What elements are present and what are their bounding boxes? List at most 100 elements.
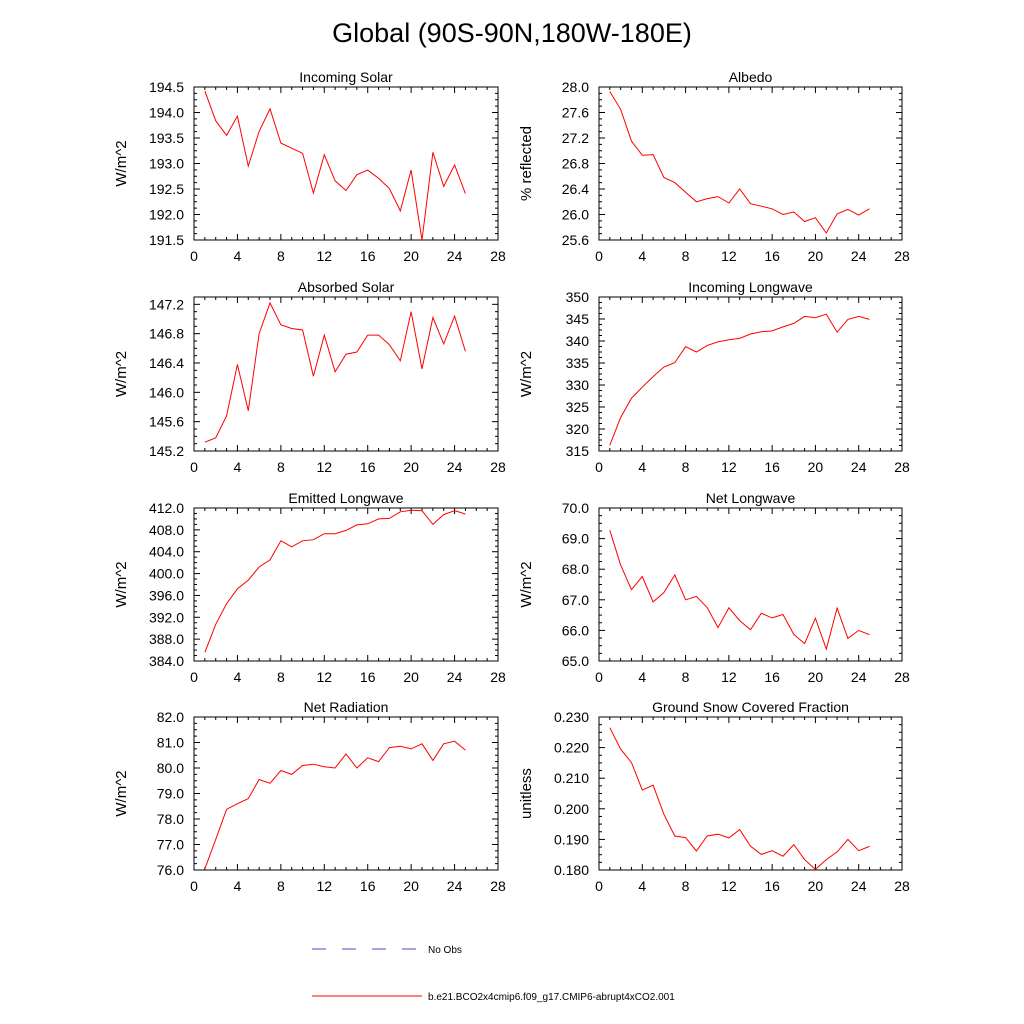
- y-tick-label: 194.5: [149, 79, 184, 95]
- y-tick-label: 80.0: [157, 760, 184, 776]
- y-axis-label: W/m^2: [113, 351, 130, 397]
- panel-title: Albedo: [729, 69, 773, 85]
- x-tick-label: 4: [234, 248, 242, 264]
- y-tick-label: 0.210: [554, 770, 589, 786]
- x-tick-label: 28: [894, 878, 910, 894]
- panel-2: Albedo % reflected 0 4 8 12 16 20 24 28 25.6 26.0 26…: [518, 69, 910, 264]
- panel-title: Incoming Longwave: [688, 279, 813, 295]
- x-tick-label: 28: [490, 878, 506, 894]
- x-tick-label: 20: [403, 878, 419, 894]
- x-tick-label: 8: [682, 669, 690, 685]
- y-tick-label: 330: [566, 377, 590, 393]
- y-axis-label: % reflected: [518, 126, 535, 201]
- x-tick-label: 8: [682, 248, 690, 264]
- y-tick-label: 77.0: [157, 837, 184, 853]
- panel-4: Incoming Longwave W/m^2 0 4 8 12 16 20 24 28 315 32…: [518, 279, 910, 475]
- x-tick-label: 28: [490, 248, 506, 264]
- y-tick-label: 66.0: [562, 622, 589, 638]
- plot-frame: [598, 507, 903, 662]
- x-tick-label: 8: [682, 878, 690, 894]
- series-line: [609, 727, 870, 871]
- series-line: [204, 301, 466, 443]
- y-tick-label: 0.230: [554, 709, 589, 725]
- plot-frame: [598, 296, 903, 452]
- x-tick-label: 16: [360, 248, 376, 264]
- y-tick-label: 145.6: [149, 414, 184, 430]
- x-tick-label: 28: [894, 669, 910, 685]
- y-tick-label: 0.180: [554, 862, 589, 878]
- y-tick-label: 325: [566, 399, 590, 415]
- y-tick-label: 79.0: [157, 786, 184, 802]
- panel-1: Incoming Solar W/m^2 0 4 8 12 16 20 24 28 191.5 192…: [113, 69, 506, 264]
- y-tick-label: 70.0: [562, 500, 589, 516]
- x-tick-label: 20: [808, 669, 824, 685]
- x-tick-label: 0: [190, 878, 198, 894]
- x-tick-label: 4: [638, 459, 646, 475]
- y-tick-label: 350: [566, 289, 590, 305]
- x-tick-label: 20: [808, 878, 824, 894]
- panel-title: Net Longwave: [706, 490, 796, 506]
- x-tick-label: 12: [316, 878, 332, 894]
- y-tick-label: 25.6: [562, 232, 589, 248]
- x-tick-label: 8: [682, 459, 690, 475]
- x-tick-label: 16: [764, 669, 780, 685]
- y-axis-label: W/m^2: [113, 770, 130, 816]
- y-tick-label: 68.0: [562, 561, 589, 577]
- y-axis-label: W/m^2: [113, 561, 130, 607]
- x-tick-label: 4: [234, 878, 242, 894]
- y-tick-label: 388.0: [149, 631, 184, 647]
- panel-title: Emitted Longwave: [288, 490, 403, 506]
- y-tick-label: 146.4: [149, 355, 184, 371]
- y-tick-label: 340: [566, 333, 590, 349]
- y-tick-label: 26.0: [562, 207, 589, 223]
- y-tick-label: 146.8: [149, 326, 184, 342]
- y-tick-label: 27.6: [562, 105, 589, 121]
- x-tick-label: 24: [851, 669, 867, 685]
- plot-frame: [193, 86, 499, 241]
- panel-7: Net Radiation W/m^2 0 4 8 12 16 20 24 28 76.0 77.0 7…: [113, 699, 506, 894]
- x-tick-label: 0: [190, 669, 198, 685]
- x-tick-label: 4: [234, 669, 242, 685]
- x-tick-label: 12: [721, 669, 737, 685]
- x-tick-label: 12: [316, 248, 332, 264]
- plot-frame: [598, 86, 903, 241]
- panel-3: Absorbed Solar W/m^2 0 4 8 12 16 20 24 28 145.2 145…: [113, 279, 506, 475]
- panels: Incoming Solar W/m^2 0 4 8 12 16 20 24 28 191.5 192…: [113, 69, 910, 894]
- x-tick-label: 24: [851, 878, 867, 894]
- x-tick-label: 12: [721, 459, 737, 475]
- x-tick-label: 4: [638, 248, 646, 264]
- x-tick-label: 24: [447, 669, 463, 685]
- y-tick-label: 315: [566, 443, 590, 459]
- x-tick-label: 20: [403, 248, 419, 264]
- x-tick-label: 16: [764, 248, 780, 264]
- x-tick-label: 0: [190, 459, 198, 475]
- x-tick-label: 24: [447, 878, 463, 894]
- x-tick-label: 8: [277, 669, 285, 685]
- panel-6: Net Longwave W/m^2 0 4 8 12 16 20 24 28 65.0 66.0 67…: [518, 490, 910, 685]
- x-tick-label: 0: [595, 669, 603, 685]
- y-tick-label: 0.190: [554, 831, 589, 847]
- plot-frame: [598, 716, 903, 871]
- y-tick-label: 320: [566, 421, 590, 437]
- y-tick-label: 193.5: [149, 130, 184, 146]
- y-tick-label: 78.0: [157, 811, 184, 827]
- x-tick-label: 12: [721, 878, 737, 894]
- y-tick-label: 82.0: [157, 709, 184, 725]
- y-axis-label: unitless: [518, 768, 535, 819]
- y-tick-label: 26.4: [562, 181, 589, 197]
- x-tick-label: 28: [490, 669, 506, 685]
- x-tick-label: 0: [595, 878, 603, 894]
- series-line: [204, 740, 466, 869]
- x-tick-label: 24: [447, 248, 463, 264]
- x-tick-label: 0: [595, 248, 603, 264]
- y-tick-label: 69.0: [562, 531, 589, 547]
- x-tick-label: 20: [808, 459, 824, 475]
- y-tick-label: 26.8: [562, 156, 589, 172]
- y-tick-label: 192.0: [149, 207, 184, 223]
- series-line: [204, 90, 466, 241]
- panel-5: Emitted Longwave W/m^2 0 4 8 12 16 20 24 28 384.0 3…: [113, 490, 506, 685]
- y-tick-label: 76.0: [157, 862, 184, 878]
- y-tick-label: 28.0: [562, 79, 589, 95]
- x-tick-label: 28: [894, 459, 910, 475]
- legend: No Obs b.e21.BCO2x4cmip6.f09_g17.CMIP6-a…: [312, 945, 675, 1003]
